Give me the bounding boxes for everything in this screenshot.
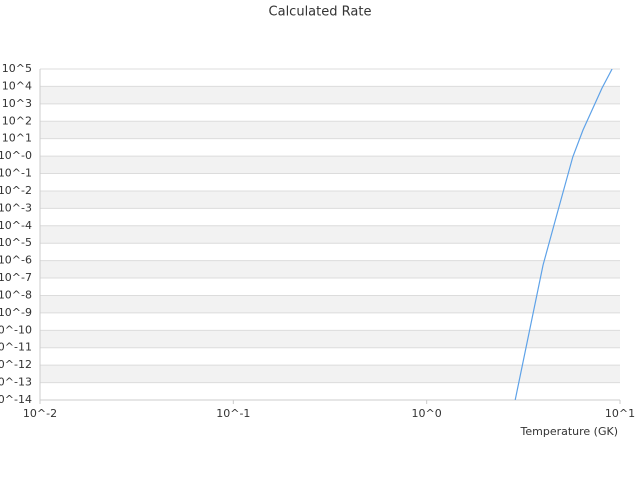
grid-band: [40, 330, 620, 348]
grid-band: [40, 225, 620, 244]
y-tick-label: 10^5: [2, 62, 32, 75]
y-tick-label: 10^-0: [0, 149, 32, 162]
grid-band: [40, 156, 620, 174]
grid-band: [40, 86, 620, 104]
y-tick-label: 10^-6: [0, 254, 32, 267]
x-tick-label: 10^1: [605, 407, 635, 420]
x-tick-label: 10^0: [412, 407, 442, 420]
y-tick-label: 10^-9: [0, 306, 32, 319]
grid-band: [40, 190, 620, 209]
y-tick-label: 10^-5: [0, 236, 32, 249]
y-tick-label: 10^3: [2, 97, 32, 110]
x-tick-label: 10^-1: [216, 407, 250, 420]
grid-band: [40, 365, 620, 383]
y-tick-label: 10^-3: [0, 201, 32, 214]
grid-band: [40, 121, 620, 139]
y-tick-label: 10^-7: [0, 271, 32, 284]
data-line: [514, 69, 613, 400]
y-tick-label: 10^-2: [0, 184, 32, 197]
y-tick-label: 10^-10: [0, 323, 32, 336]
y-tick-label: 10^-12: [0, 358, 32, 371]
grid-band: [40, 295, 620, 313]
y-tick-label: 10^2: [2, 114, 32, 127]
x-axis-label: Temperature (GK): [520, 425, 619, 438]
y-tick-label: 10^4: [2, 79, 32, 92]
y-tick-label: 10^-14: [0, 393, 32, 406]
y-tick-label: 10^-13: [0, 376, 32, 389]
y-tick-label: 10^-1: [0, 167, 32, 180]
grid-band: [40, 260, 620, 279]
y-tick-label: 10^1: [2, 132, 32, 145]
y-tick-label: 10^-4: [0, 219, 32, 232]
y-tick-label: 10^-11: [0, 341, 32, 354]
x-tick-label: 10^-2: [23, 407, 57, 420]
y-tick-label: 10^-8: [0, 288, 32, 301]
chart-title: Calculated Rate: [269, 5, 372, 20]
